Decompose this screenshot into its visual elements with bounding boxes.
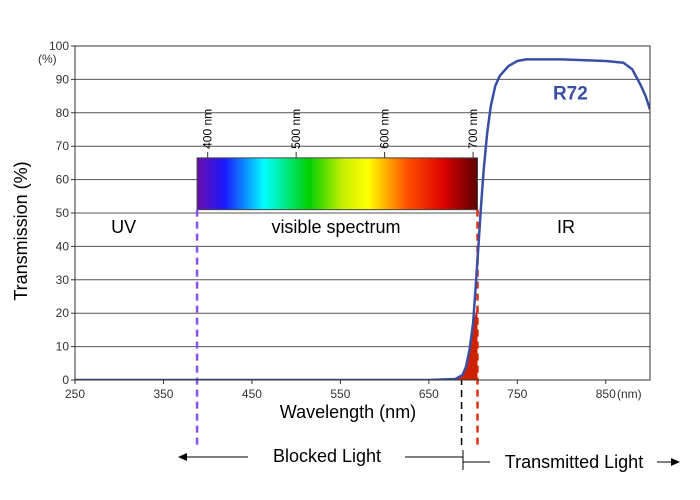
y-tick-label: 60	[56, 173, 70, 187]
y-tick-label: 100	[49, 39, 69, 53]
series-label-r72: R72	[553, 83, 588, 104]
series-layer	[75, 58, 650, 380]
y-tick-label: 0	[62, 373, 69, 387]
region-label: UV	[111, 217, 136, 237]
nm-marker-label: 700 nm	[466, 109, 480, 149]
x-tick-label: 650	[419, 387, 439, 401]
y-tick-label: 30	[56, 273, 70, 287]
transmitted-light-annotation: Transmitted Light	[462, 450, 680, 472]
x-tick-label: 850	[596, 387, 616, 401]
blocked-arrowhead	[178, 453, 187, 461]
nm-marker-label: 600 nm	[378, 109, 392, 149]
nm-marker-label: 400 nm	[201, 109, 215, 149]
transmitted-light-label: Transmitted Light	[505, 452, 643, 472]
label-layer: UV visible spectrum IR R72	[111, 83, 588, 237]
spectrum-layer: 400 nm 500 nm 600 nm 700 nm	[195, 109, 480, 447]
blocked-light-annotation: Blocked Light	[178, 446, 463, 466]
y-tick-label: 90	[56, 72, 70, 86]
axis-layer: 0 10 20 30 40 50 60 70 80 90 100 250 350 450 550 650 750…	[49, 39, 651, 401]
x-tick-label: 750	[507, 387, 527, 401]
grid-lines	[75, 78, 650, 348]
nm-marker-label: 500 nm	[289, 109, 303, 149]
x-tick-label: 450	[242, 387, 262, 401]
y-axis-title: Transmission (%)	[11, 161, 31, 300]
visible-spectrum-bar	[196, 157, 478, 211]
y-tick-label: 50	[56, 206, 70, 220]
series-line-r72	[75, 58, 650, 380]
blocked-light-label: Blocked Light	[273, 446, 381, 466]
x-axis-title: Wavelength (nm)	[280, 402, 416, 422]
region-label: IR	[557, 217, 575, 237]
transmission-fill-area	[455, 306, 478, 380]
region-label: visible spectrum	[271, 217, 400, 237]
transmitted-arrowhead	[671, 458, 680, 466]
x-tick-label: 550	[330, 387, 350, 401]
x-tick-label: 250	[65, 387, 85, 401]
y-tick-label: 70	[56, 139, 70, 153]
y-tick-label: 80	[56, 106, 70, 120]
y-tick-label: 40	[56, 239, 70, 253]
y-tick-label: 20	[56, 306, 70, 320]
y-unit-label: (%)	[38, 52, 57, 66]
y-tick-label: 10	[56, 340, 70, 354]
blocked-fill-layer	[455, 306, 478, 380]
x-unit-label: (nm)	[617, 387, 642, 401]
x-tick-label: 350	[153, 387, 173, 401]
